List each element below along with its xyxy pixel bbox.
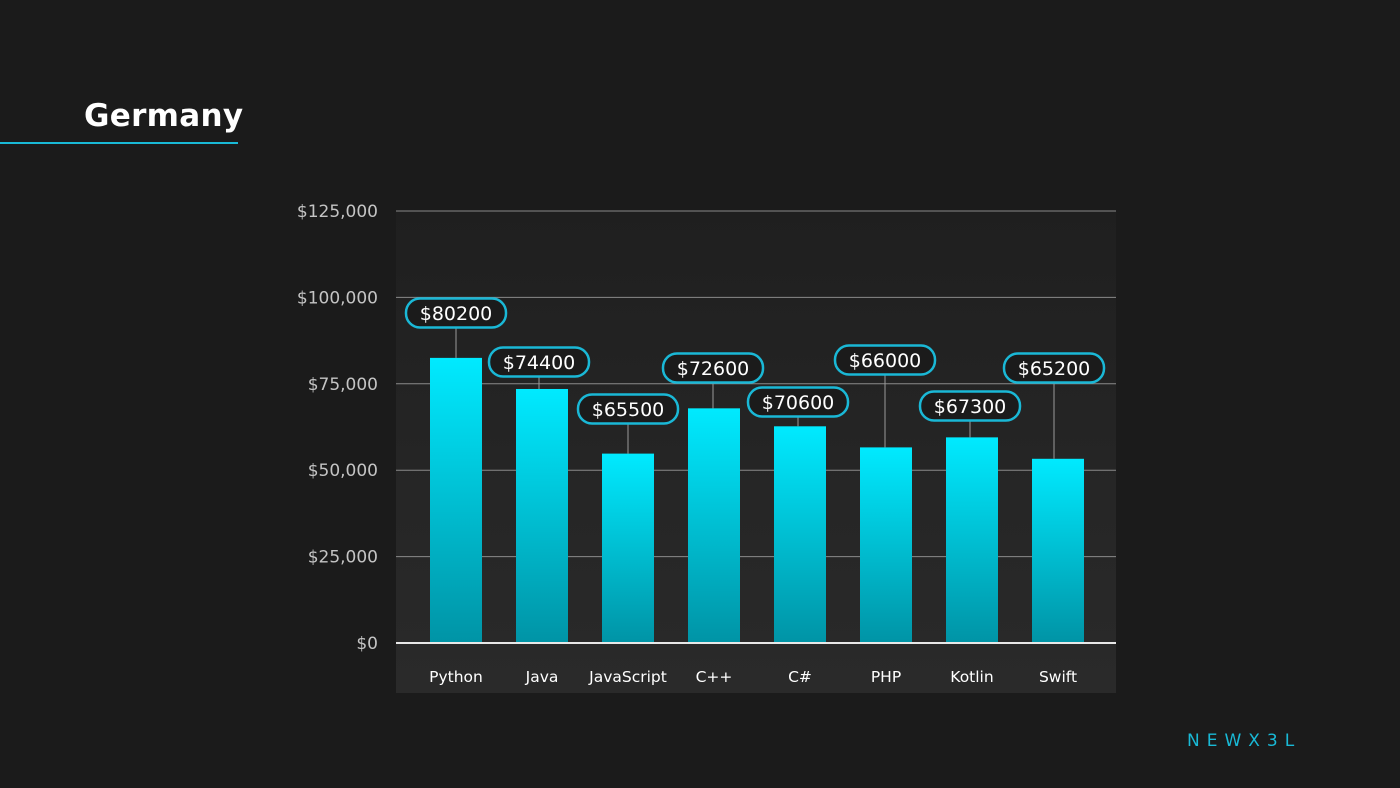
bar-c- <box>688 408 740 642</box>
y-tick-label: $75,000 <box>308 375 378 395</box>
data-label-box <box>487 346 591 378</box>
x-tick-label: Swift <box>1039 668 1077 686</box>
y-tick-label: $50,000 <box>308 461 378 481</box>
x-tick-label: Kotlin <box>950 668 993 686</box>
data-label: $72600 <box>677 358 750 380</box>
x-tick-label: C++ <box>696 668 733 686</box>
y-tick-label: $125,000 <box>297 202 378 222</box>
x-tick-label: Python <box>429 668 483 686</box>
y-tick-label: $0 <box>356 634 378 654</box>
x-tick-label: PHP <box>871 668 901 686</box>
bar-java <box>516 388 568 642</box>
data-label: $66000 <box>849 350 922 372</box>
bar-php <box>860 447 912 642</box>
bar-swift <box>1032 458 1084 642</box>
data-label-box <box>746 386 850 418</box>
data-label-box <box>833 344 937 376</box>
data-label-box <box>918 390 1022 422</box>
y-tick-label: $100,000 <box>297 288 378 308</box>
x-tick-label: JavaScript <box>588 668 667 686</box>
data-label: $65200 <box>1018 358 1091 380</box>
bar-python <box>430 357 482 642</box>
data-label: $74400 <box>503 352 576 374</box>
bar-c- <box>774 426 826 642</box>
title-underline <box>0 142 238 144</box>
y-tick-label: $25,000 <box>308 548 378 568</box>
data-label: $70600 <box>762 392 835 414</box>
data-label-box <box>1002 352 1106 384</box>
data-label: $67300 <box>934 396 1007 418</box>
bar-kotlin <box>946 437 998 642</box>
plot-area <box>396 211 1116 693</box>
bar-javascript <box>602 453 654 642</box>
x-tick-label: C# <box>788 668 812 686</box>
data-label: $80200 <box>420 303 493 325</box>
page-title: Germany <box>84 98 244 134</box>
data-label-box <box>661 352 765 384</box>
x-tick-label: Java <box>525 668 559 686</box>
data-label: $65500 <box>592 399 665 421</box>
data-label-box <box>576 393 680 425</box>
brand-logo: NEWX3L <box>1187 731 1302 751</box>
data-label-box <box>404 297 508 329</box>
